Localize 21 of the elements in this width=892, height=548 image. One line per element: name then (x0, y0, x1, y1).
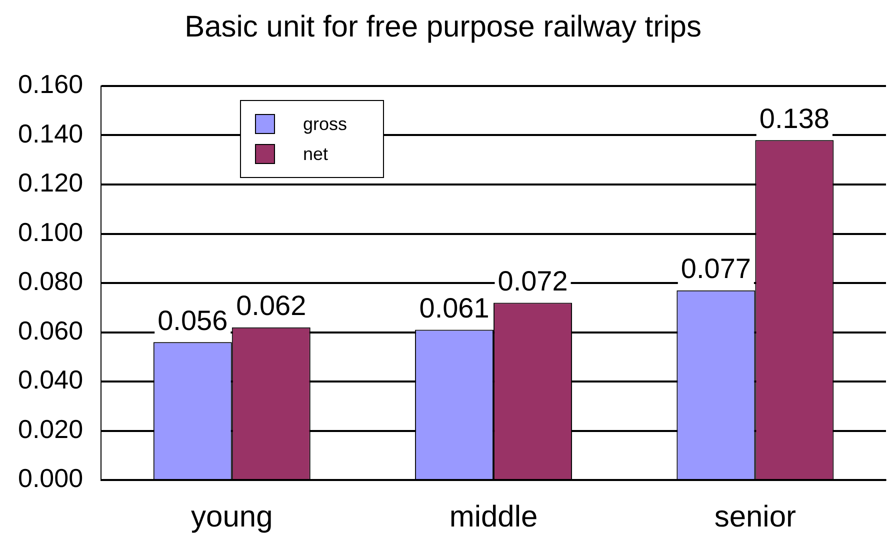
y-tick-label: 0.000 (18, 463, 84, 494)
x-tick-label: middle (449, 500, 538, 534)
x-tick-label: young (191, 500, 273, 534)
data-label: 0.072 (498, 265, 568, 296)
data-label: 0.138 (759, 102, 830, 134)
chart-title: Basic unit for free purpose railway trips (184, 10, 702, 44)
data-label: 0.056 (158, 304, 228, 336)
y-tick-label: 0.060 (18, 315, 84, 346)
y-tick-label: 0.100 (18, 216, 84, 247)
legend-label: net (303, 144, 328, 164)
y-tick-label: 0.140 (18, 118, 84, 148)
y-tick-label: 0.020 (18, 414, 84, 444)
y-tick-label: 0.040 (18, 364, 84, 395)
y-tick-label: 0.080 (18, 266, 84, 296)
data-label: 0.077 (680, 253, 751, 284)
data-label: 0.062 (236, 290, 306, 322)
y-tick-label: 0.120 (18, 168, 84, 198)
y-tick-label: 0.160 (18, 69, 84, 100)
x-tick-label: senior (714, 500, 796, 534)
legend-label: gross (303, 114, 348, 134)
data-label: 0.061 (419, 292, 490, 324)
